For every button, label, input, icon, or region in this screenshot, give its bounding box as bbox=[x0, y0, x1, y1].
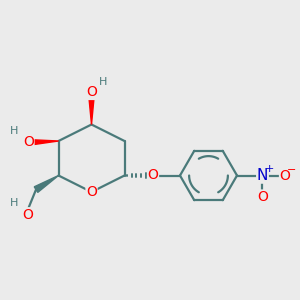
Polygon shape bbox=[34, 176, 58, 192]
Text: H: H bbox=[10, 198, 18, 208]
Text: O: O bbox=[148, 168, 158, 182]
Text: O: O bbox=[257, 190, 268, 204]
Text: +: + bbox=[264, 164, 274, 175]
Text: O: O bbox=[280, 169, 290, 182]
Text: −: − bbox=[287, 164, 296, 175]
Text: H: H bbox=[10, 126, 19, 136]
Text: O: O bbox=[86, 85, 97, 99]
Text: O: O bbox=[22, 208, 33, 222]
Text: N: N bbox=[257, 168, 268, 183]
Polygon shape bbox=[27, 140, 58, 146]
Text: O: O bbox=[23, 135, 34, 149]
Text: H: H bbox=[99, 76, 108, 87]
Polygon shape bbox=[88, 93, 94, 124]
Text: O: O bbox=[86, 185, 97, 199]
